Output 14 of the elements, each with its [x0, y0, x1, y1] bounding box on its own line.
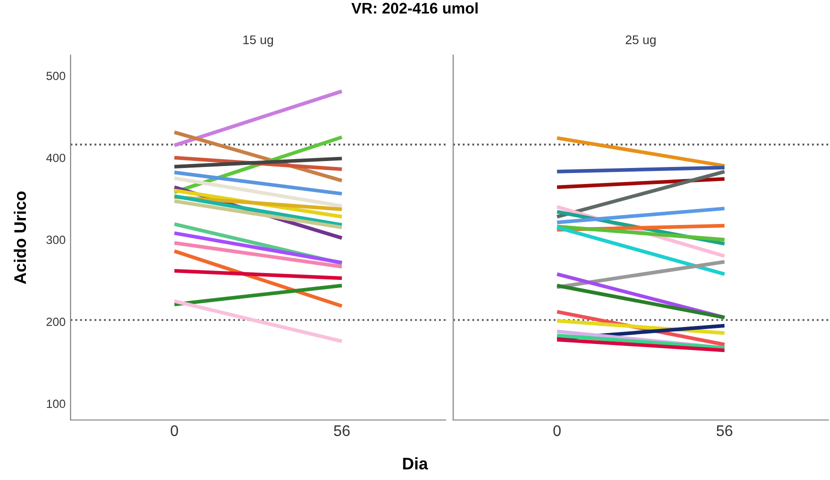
x-tick-label: 0 — [553, 425, 561, 436]
y-tick-label: 400 — [46, 154, 66, 162]
chart-title: 25 ug — [626, 35, 656, 47]
text: VR: 202-416 umol — [351, 2, 478, 14]
chart-title: 15 ug — [243, 35, 273, 47]
x-tick-label: 56 — [716, 425, 732, 436]
y-tick-label: 300 — [46, 236, 66, 244]
y-tick-label: 500 — [46, 72, 66, 80]
x-axis-title: Dia — [403, 457, 428, 470]
x-tick-label: 0 — [170, 425, 178, 436]
y-axis-title: Acido Urico — [14, 191, 26, 284]
y-tick-label: 100 — [46, 400, 66, 408]
y-tick-label: 200 — [46, 318, 66, 326]
x-tick-label: 56 — [334, 425, 350, 436]
